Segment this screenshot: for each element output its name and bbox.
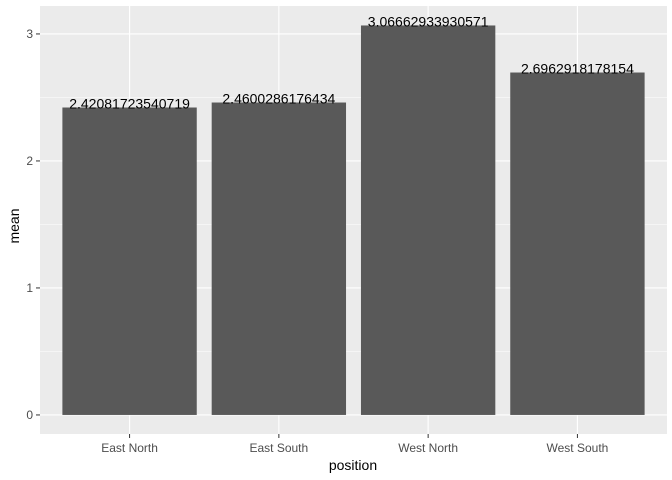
data-label: 2.6962918178154 — [521, 61, 634, 77]
y-tick-label: 2 — [26, 154, 33, 168]
bars — [62, 25, 645, 415]
bar-west-south — [510, 72, 645, 415]
data-label: 2.42081723540719 — [69, 95, 190, 111]
x-axis: East North East South West North West South — [101, 434, 608, 455]
x-tick-label: West South — [547, 441, 609, 455]
y-axis-title: mean — [6, 208, 22, 243]
bar-west-north — [360, 25, 496, 415]
x-tick-label: West North — [398, 441, 458, 455]
y-tick-label: 1 — [26, 281, 33, 295]
x-axis-title: position — [329, 457, 377, 473]
x-tick-label: East South — [249, 441, 308, 455]
x-tick-label: East North — [101, 441, 158, 455]
y-tick-label: 0 — [26, 408, 33, 422]
y-axis: 0 1 2 3 — [26, 27, 40, 422]
bar-east-north — [62, 107, 197, 415]
bar-east-south — [211, 102, 347, 415]
data-label: 2.4600286176434 — [222, 91, 335, 107]
data-labels: 2.42081723540719 2.4600286176434 3.0666293… — [69, 13, 634, 111]
data-label: 3.06662933930571 — [368, 13, 489, 29]
y-tick-label: 3 — [26, 27, 33, 41]
